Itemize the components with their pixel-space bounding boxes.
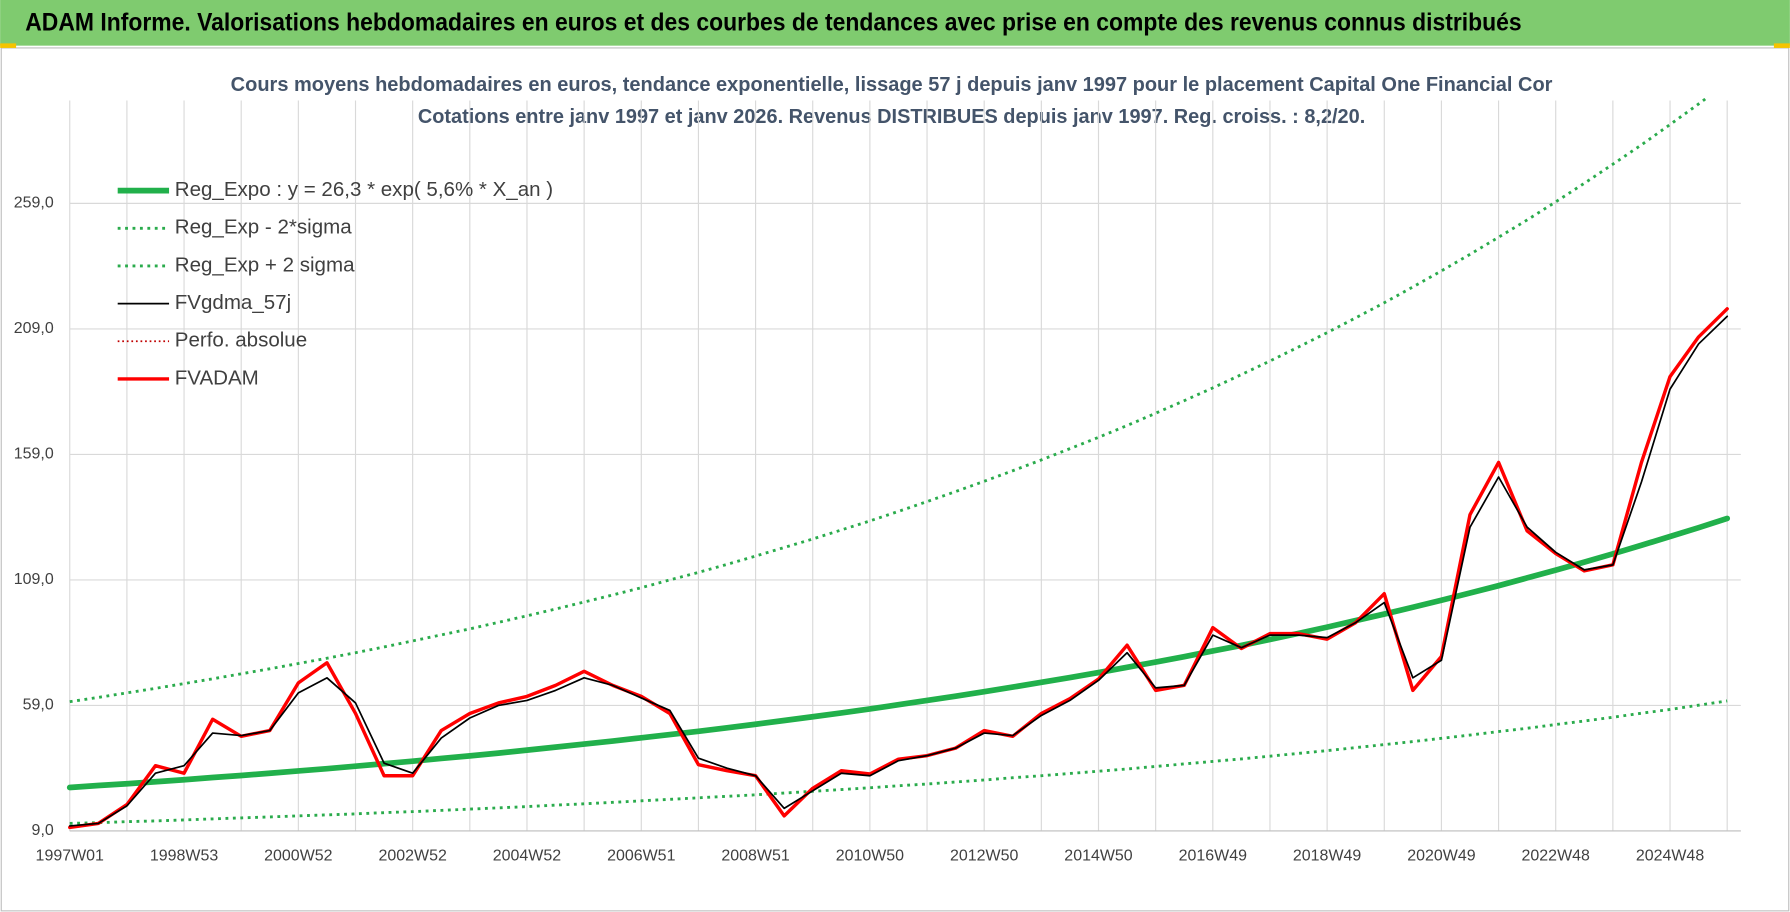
legend-label: FVADAM <box>175 366 259 389</box>
x-tick-label: 2024W48 <box>1636 847 1704 864</box>
x-tick-label: 1997W01 <box>36 847 104 864</box>
y-tick-label: 259,0 <box>14 195 54 212</box>
x-tick-label: 2012W50 <box>950 847 1018 864</box>
x-tick-label: 2008W51 <box>721 847 789 864</box>
x-tick-label: 2002W52 <box>378 847 446 864</box>
x-tick-label: 2020W49 <box>1407 847 1475 864</box>
x-tick-label: 2016W49 <box>1179 847 1247 864</box>
legend-label: Reg_Exp - 2*sigma <box>175 216 352 239</box>
x-tick-label: 2018W49 <box>1293 847 1361 864</box>
chart-frame <box>0 47 1790 912</box>
legend-label: Reg_Exp + 2 sigma <box>175 253 355 276</box>
chart-subtitle: Cotations entre janv 1997 et janv 2026. … <box>418 105 1365 128</box>
series-line <box>68 315 1729 827</box>
legend-label: FVgdma_57j <box>175 291 291 314</box>
header-title: ADAM Informe. Valorisations hebdomadaire… <box>25 9 1521 37</box>
x-tick-label: 2006W51 <box>607 847 675 864</box>
plot-area <box>66 98 1731 830</box>
corner-mark <box>1773 43 1790 48</box>
y-tick-label: 159,0 <box>14 446 54 463</box>
header-bar <box>0 0 1790 46</box>
series-line <box>68 307 1729 830</box>
series-line <box>66 515 1731 791</box>
y-tick-label: 9,0 <box>32 822 54 839</box>
y-tick-label: 109,0 <box>14 571 54 588</box>
x-tick-label: 2004W52 <box>493 847 561 864</box>
y-tick-label: 59,0 <box>23 697 54 714</box>
series-line <box>69 699 1728 825</box>
y-tick-label: 209,0 <box>14 320 54 337</box>
x-tick-label: 1998W53 <box>150 847 218 864</box>
x-tick-label: 2000W52 <box>264 847 332 864</box>
corner-mark <box>0 43 17 48</box>
x-tick-label: 2010W50 <box>836 847 904 864</box>
x-tick-label: 2014W50 <box>1064 847 1132 864</box>
legend-label: Perfo. absolue <box>175 329 307 352</box>
legend-label: Reg_Expo : y = 26,3 * exp( 5,6% * X_an ) <box>175 178 553 201</box>
x-tick-label: 2022W48 <box>1522 847 1590 864</box>
chart-title: Cours moyens hebdomadaires en euros, ten… <box>231 73 1553 96</box>
